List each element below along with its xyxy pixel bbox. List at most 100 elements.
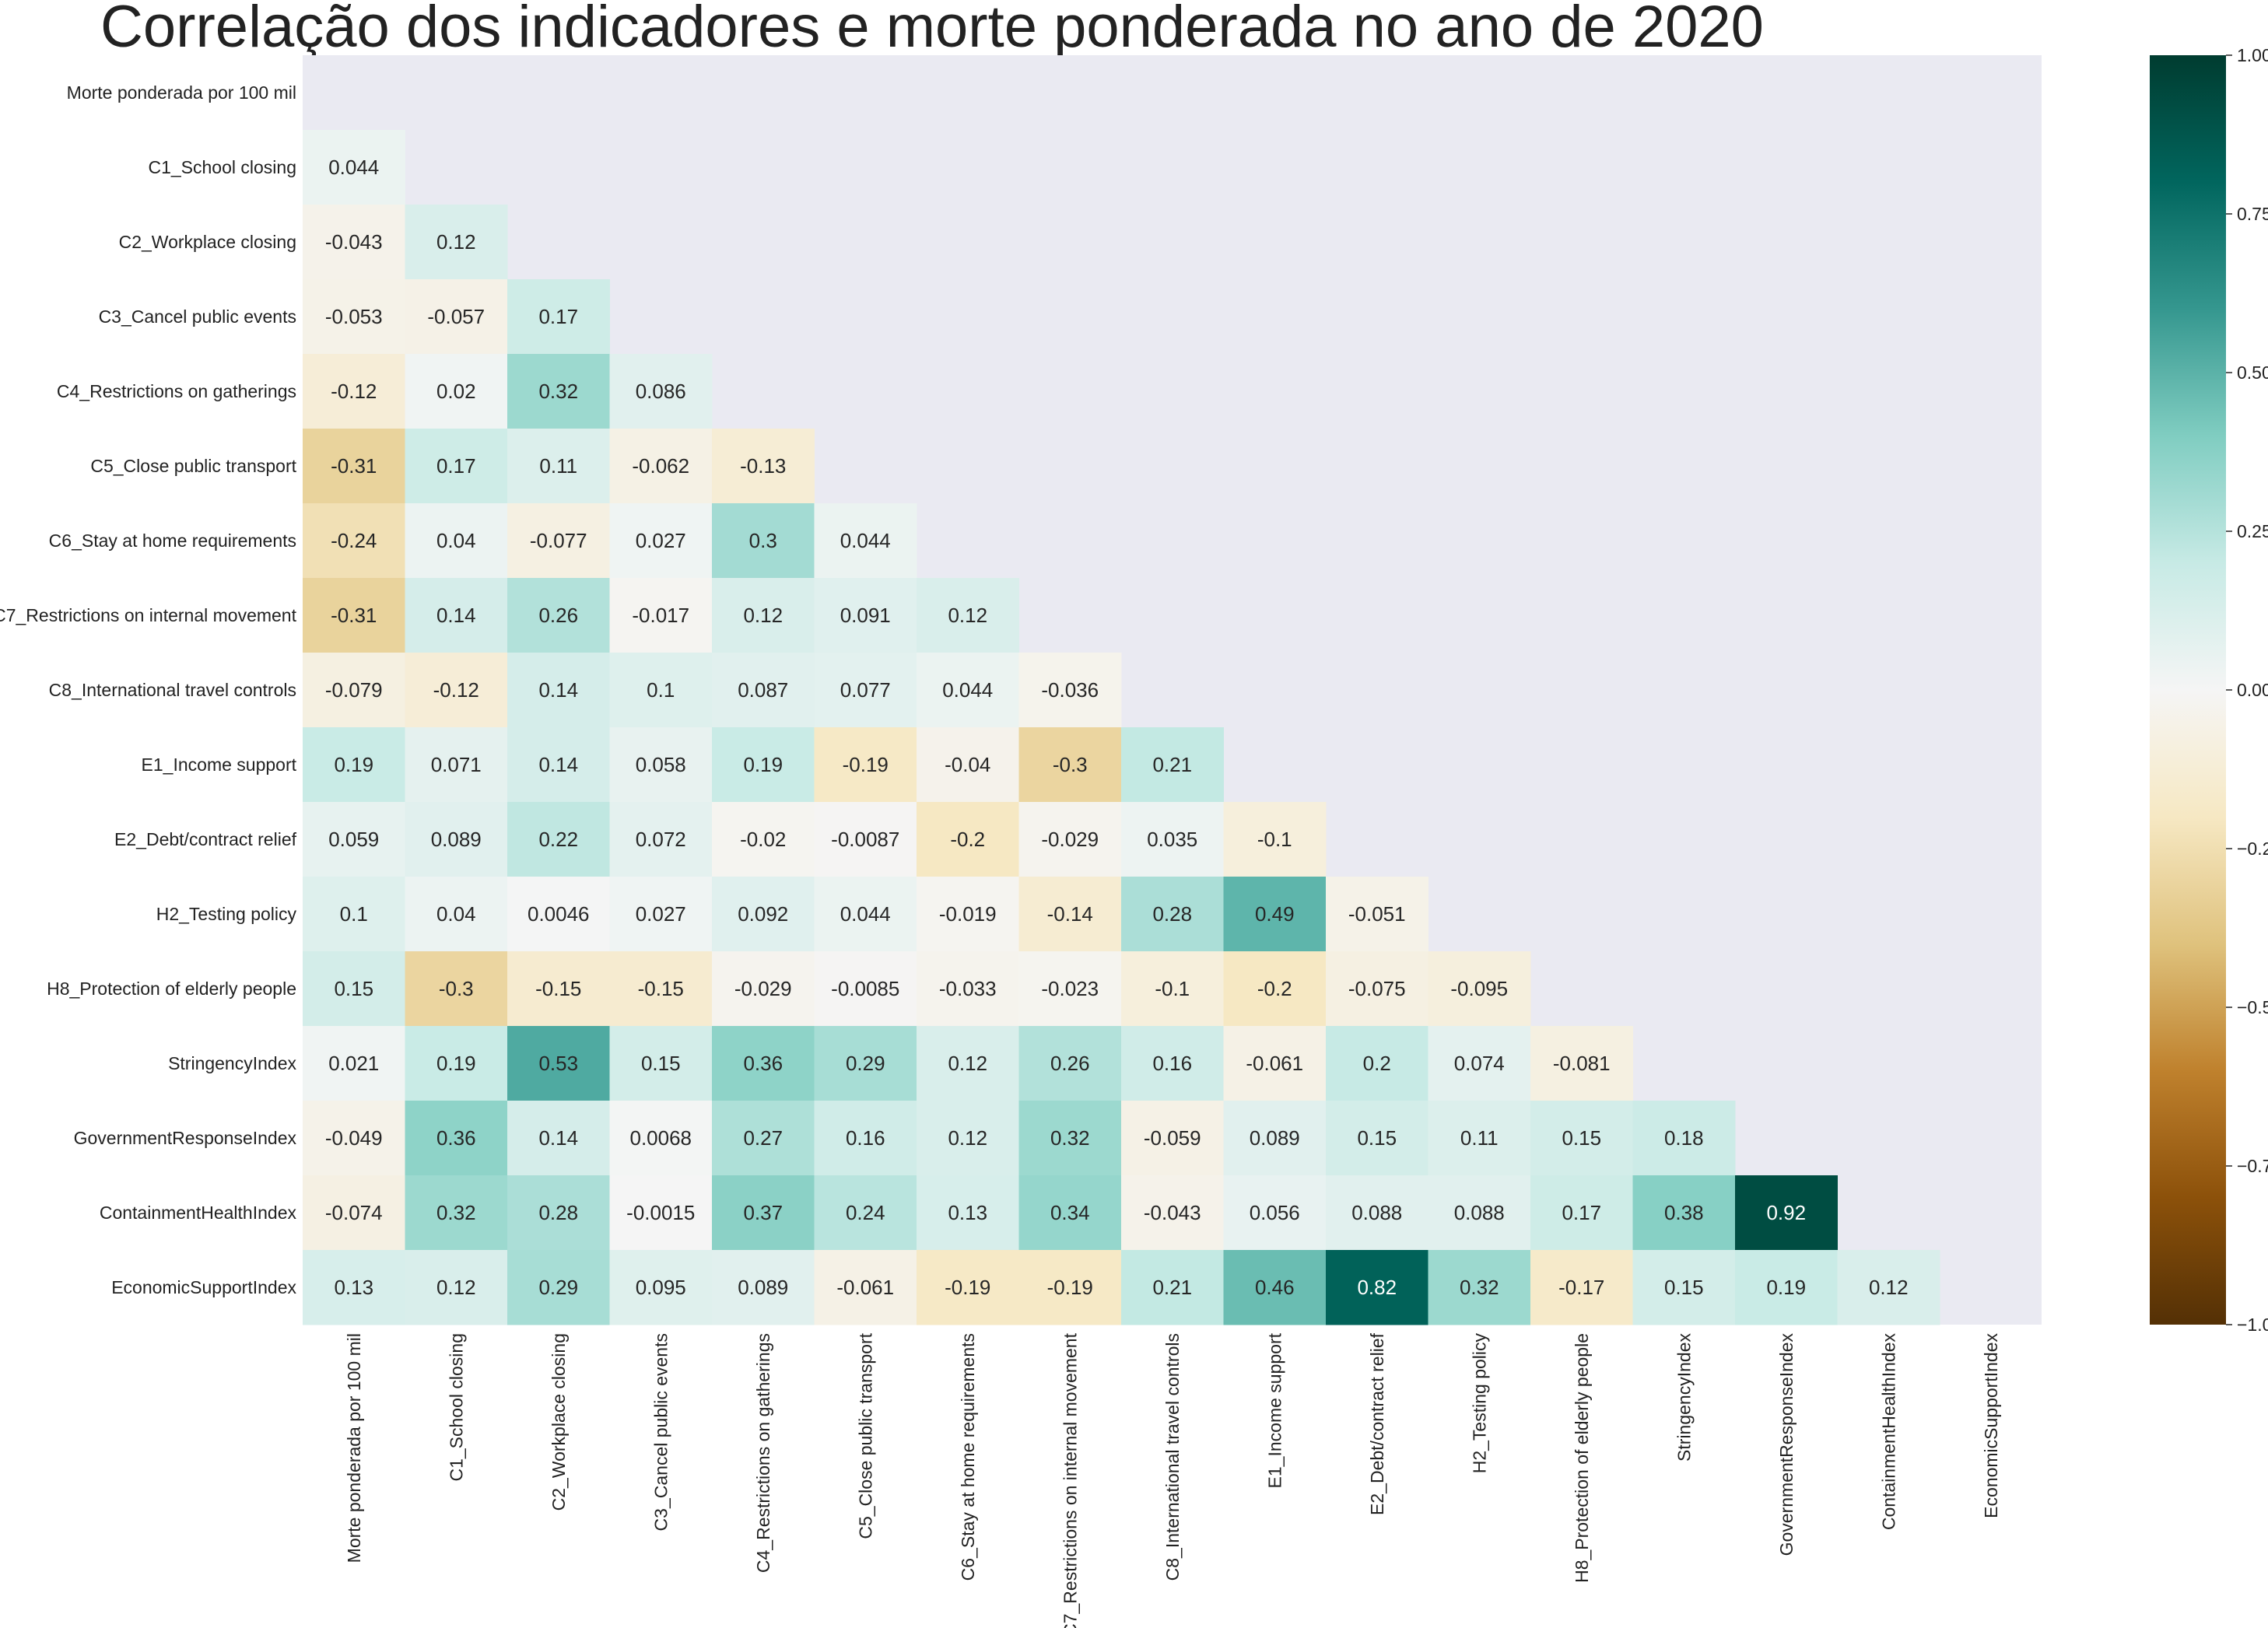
heatmap-cell-value: 0.095	[636, 1276, 686, 1299]
heatmap-cell	[609, 578, 713, 653]
heatmap-cell	[1632, 1101, 1736, 1176]
heatmap-cell-value: 0.17	[538, 305, 578, 328]
heatmap-cell-value: -0.04	[945, 753, 990, 776]
heatmap-cell-value: -0.1	[1155, 977, 1190, 1000]
heatmap-cell	[1223, 951, 1327, 1027]
heatmap-cell	[609, 503, 713, 579]
heatmap-cell-value: -0.051	[1348, 902, 1406, 926]
heatmap-cell	[917, 877, 1019, 952]
heatmap-cell	[405, 951, 508, 1027]
heatmap-cell-value: -0.3	[1053, 753, 1088, 776]
y-tick-label: C6_Stay at home requirements	[49, 530, 296, 551]
heatmap-cell-value: -0.017	[632, 604, 689, 627]
heatmap-cell	[712, 1101, 815, 1176]
heatmap-cell	[1121, 727, 1224, 803]
heatmap-cell-value: -0.079	[325, 678, 383, 702]
colorbar-tick-label: 1.00	[2237, 45, 2268, 65]
heatmap-cell	[405, 354, 508, 429]
y-tick-label: H8_Protection of elderly people	[47, 979, 296, 999]
heatmap-cell-value: -0.059	[1144, 1126, 1201, 1150]
heatmap-cell	[917, 1026, 1019, 1101]
heatmap-cell-value: 0.14	[538, 753, 578, 776]
y-tick-label: C2_Workplace closing	[119, 232, 296, 252]
heatmap-cell-value: 0.04	[436, 529, 476, 552]
heatmap-cell	[712, 951, 815, 1027]
heatmap-cell-value: 0.12	[948, 1052, 987, 1075]
heatmap-cell-value: 0.53	[538, 1052, 578, 1075]
heatmap-cell	[1837, 1250, 1940, 1325]
heatmap-cell	[917, 951, 1019, 1027]
heatmap-cell	[1428, 951, 1531, 1027]
heatmap-cell	[1018, 727, 1122, 803]
heatmap-cell	[1018, 877, 1122, 952]
x-tick-label: E2_Debt/contract relief	[1367, 1332, 1387, 1515]
heatmap-cell-value: 0.14	[436, 604, 476, 627]
heatmap-cell-value: -0.13	[740, 454, 786, 478]
heatmap-cell-value: 0.27	[743, 1126, 783, 1150]
heatmap-cell	[609, 1250, 713, 1325]
heatmap-cell	[507, 1175, 610, 1251]
heatmap-cell	[303, 951, 405, 1027]
heatmap-cell-value: 0.19	[1766, 1276, 1806, 1299]
heatmap-cell	[1326, 877, 1428, 952]
heatmap-cell-value: 0.1	[647, 678, 675, 702]
colorbar-tick-label: −1.00	[2237, 1315, 2268, 1335]
y-tick-label: C3_Cancel public events	[99, 306, 296, 327]
heatmap-cell	[1121, 951, 1224, 1027]
heatmap-cell	[1018, 802, 1122, 877]
heatmap-cell-value: 0.088	[1454, 1201, 1505, 1224]
heatmap-cell	[712, 1175, 815, 1251]
heatmap-cell-value: 0.29	[538, 1276, 578, 1299]
heatmap-cell-value: 0.04	[436, 902, 476, 926]
heatmap-cell-value: 0.14	[538, 678, 578, 702]
heatmap-cell-value: 0.12	[743, 604, 783, 627]
heatmap-cell	[507, 1250, 610, 1325]
heatmap-cell	[303, 279, 405, 355]
heatmap-cell-value: -0.053	[325, 305, 383, 328]
heatmap-cell	[917, 727, 1019, 803]
x-tick-label: C3_Cancel public events	[650, 1333, 671, 1531]
y-tick-label: C7_Restrictions on internal movement	[0, 605, 297, 625]
heatmap-cell-value: -0.2	[1257, 977, 1292, 1000]
heatmap-cell-value: 0.15	[641, 1052, 681, 1075]
heatmap-cell-value: 0.32	[436, 1201, 476, 1224]
heatmap-cell	[507, 1101, 610, 1176]
heatmap-cell-value: 0.11	[539, 454, 577, 478]
heatmap-cell	[814, 802, 917, 877]
x-tick-label: C1_School closing	[446, 1333, 466, 1482]
y-tick-label: C5_Close public transport	[90, 456, 296, 476]
heatmap-cell-value: -0.029	[734, 977, 792, 1000]
heatmap-cell-value: -0.029	[1041, 828, 1099, 851]
heatmap-cell	[609, 802, 713, 877]
heatmap-cell-value: 0.29	[846, 1052, 885, 1075]
y-tick-label: C1_School closing	[148, 157, 296, 177]
heatmap-cell	[1121, 1101, 1224, 1176]
heatmap-cell-value: 0.2	[1363, 1052, 1391, 1075]
heatmap-cell	[1223, 1101, 1327, 1176]
heatmap-cell-value: -0.061	[836, 1276, 894, 1299]
heatmap-cell-value: 0.49	[1255, 902, 1295, 926]
heatmap-cell	[1735, 1175, 1838, 1251]
x-tick-label: StringencyIndex	[1674, 1333, 1694, 1462]
heatmap-cell	[1530, 1250, 1633, 1325]
heatmap-cell-value: -0.033	[939, 977, 997, 1000]
heatmap-cell	[1121, 802, 1224, 877]
heatmap-cell	[712, 578, 815, 653]
heatmap-cell	[609, 1175, 713, 1251]
colorbar-tick-label: 0.75	[2237, 204, 2268, 224]
heatmap-cell	[303, 1175, 405, 1251]
heatmap-cell-value: -0.02	[740, 828, 786, 851]
heatmap-cell-value: 0.37	[743, 1201, 783, 1224]
heatmap-cell-value: 0.0046	[528, 902, 590, 926]
heatmap-cell	[1530, 1026, 1633, 1101]
heatmap-cell	[917, 1175, 1019, 1251]
heatmap-cell	[917, 1101, 1019, 1176]
heatmap-cell	[609, 1101, 713, 1176]
heatmap-cell-value: -0.15	[535, 977, 581, 1000]
heatmap-cell	[1121, 1175, 1224, 1251]
heatmap-cell-value: 0.056	[1250, 1201, 1300, 1224]
chart-title: Correlação dos indicadores e morte ponde…	[100, 0, 1764, 60]
heatmap-cell	[1326, 1101, 1428, 1176]
heatmap-cell	[1018, 1175, 1122, 1251]
heatmap-cell-value: 0.32	[538, 380, 578, 403]
